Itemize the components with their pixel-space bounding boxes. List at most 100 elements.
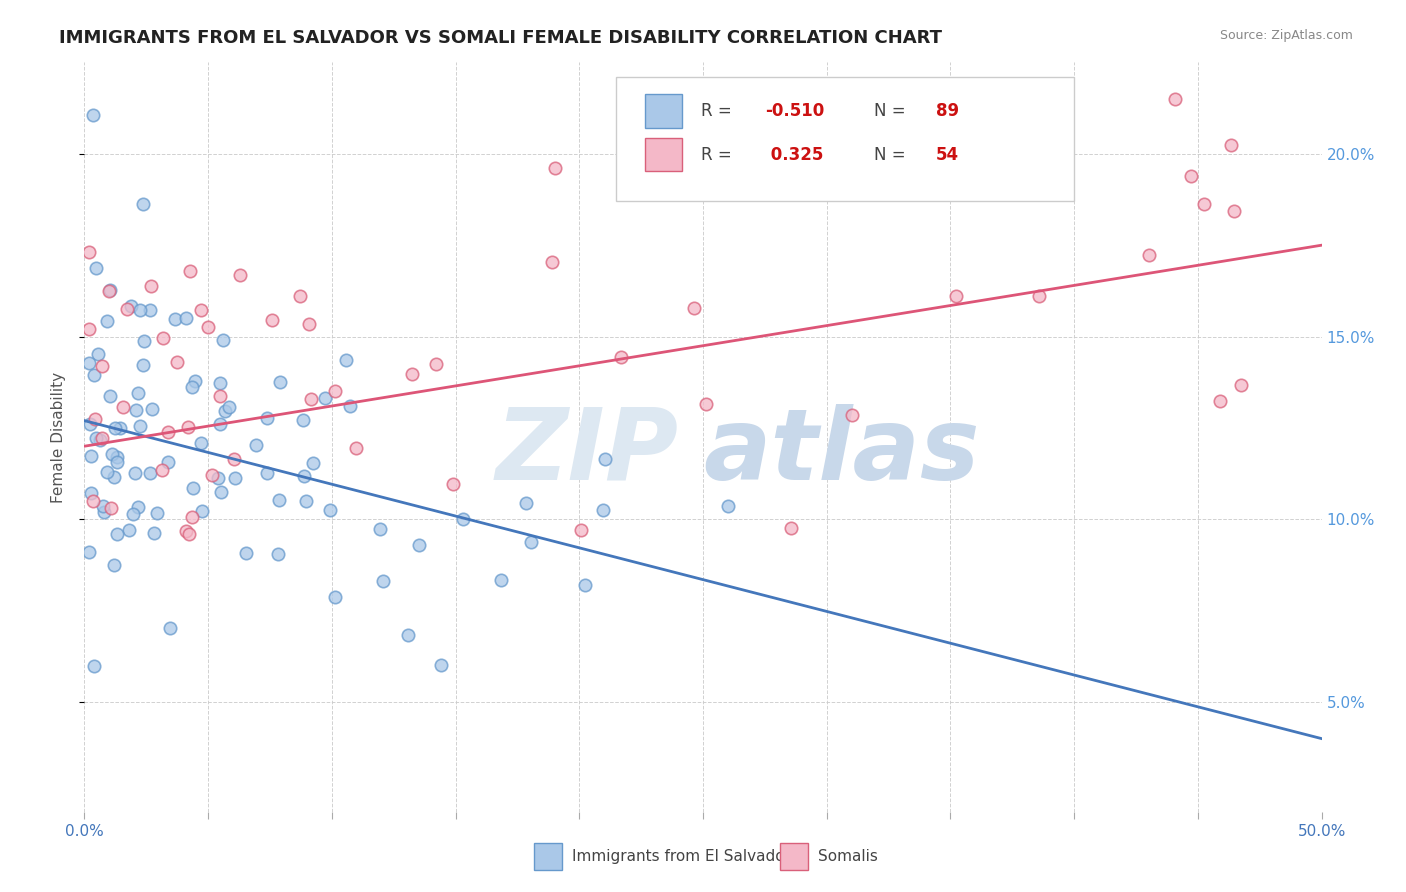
Point [208,376,231,390]
Point [1028,288,1050,302]
Point [141,402,163,417]
Point [945,289,967,303]
Point [858,141,880,155]
Point [396,628,419,642]
Point [79,322,101,336]
Point [295,494,318,508]
Point [112,400,135,414]
Point [212,333,235,347]
Point [174,524,197,539]
Point [163,311,186,326]
Point [335,352,357,367]
Point [91,500,114,514]
Point [139,303,162,318]
Point [209,485,232,500]
Text: N =: N = [873,145,905,163]
Point [841,409,863,423]
Point [184,374,207,388]
Point [368,522,391,536]
Point [256,466,278,480]
Point [118,523,141,537]
Point [181,510,204,524]
Point [83,368,105,382]
Text: 89: 89 [935,103,959,120]
FancyBboxPatch shape [645,95,682,128]
Point [318,503,340,517]
Point [269,375,291,389]
Point [79,245,101,260]
Point [1219,138,1241,153]
Point [593,452,616,467]
Point [1164,92,1187,106]
Point [177,419,200,434]
Point [89,433,111,447]
Point [235,546,257,560]
Point [157,454,180,468]
Point [122,507,145,521]
Text: R =: R = [700,145,731,163]
Point [105,527,128,541]
Point [214,404,236,418]
Text: IMMIGRANTS FROM EL SALVADOR VS SOMALI FEMALE DISABILITY CORRELATION CHART: IMMIGRANTS FROM EL SALVADOR VS SOMALI FE… [59,29,942,47]
Point [103,558,125,572]
FancyBboxPatch shape [645,137,682,171]
Point [544,161,567,175]
Y-axis label: Female Disability: Female Disability [51,371,66,503]
Point [87,347,110,361]
Point [1194,197,1216,211]
Point [96,465,118,479]
Point [1137,248,1160,262]
Point [610,351,633,365]
Point [139,466,162,480]
Point [96,313,118,327]
Point [166,355,188,369]
Text: 54: 54 [935,145,959,163]
Text: Somalis: Somalis [818,849,879,863]
Point [90,359,112,373]
Point [541,255,564,269]
Point [79,417,101,431]
FancyBboxPatch shape [616,78,1074,201]
Point [127,500,149,514]
Point [84,431,107,445]
Point [224,452,246,467]
Point [159,621,181,635]
Point [201,468,224,483]
Text: Source: ZipAtlas.com: Source: ZipAtlas.com [1219,29,1353,43]
Point [299,392,322,407]
Point [401,367,423,381]
Point [371,574,394,589]
Point [489,573,512,587]
Point [1180,169,1202,183]
Point [107,450,129,465]
Point [132,334,155,348]
Point [84,412,107,426]
Point [141,278,163,293]
Text: ZIP: ZIP [495,403,678,500]
Point [1230,377,1253,392]
Point [592,503,614,517]
Point [520,535,543,549]
Point [292,413,315,427]
Point [245,438,267,452]
Point [292,469,315,483]
Point [83,658,105,673]
Point [256,411,278,425]
Point [146,506,169,520]
Point [301,456,323,470]
Text: Immigrants from El Salvador: Immigrants from El Salvador [572,849,792,863]
Point [323,590,346,604]
Point [515,495,537,509]
Point [132,196,155,211]
Point [218,400,240,414]
Text: 0.325: 0.325 [765,145,824,163]
Point [132,358,155,372]
Point [183,481,205,495]
Point [229,268,252,282]
Point [190,436,212,450]
Point [98,284,121,298]
Point [1209,394,1232,409]
Point [156,425,179,439]
Point [325,384,347,399]
Point [98,284,121,298]
